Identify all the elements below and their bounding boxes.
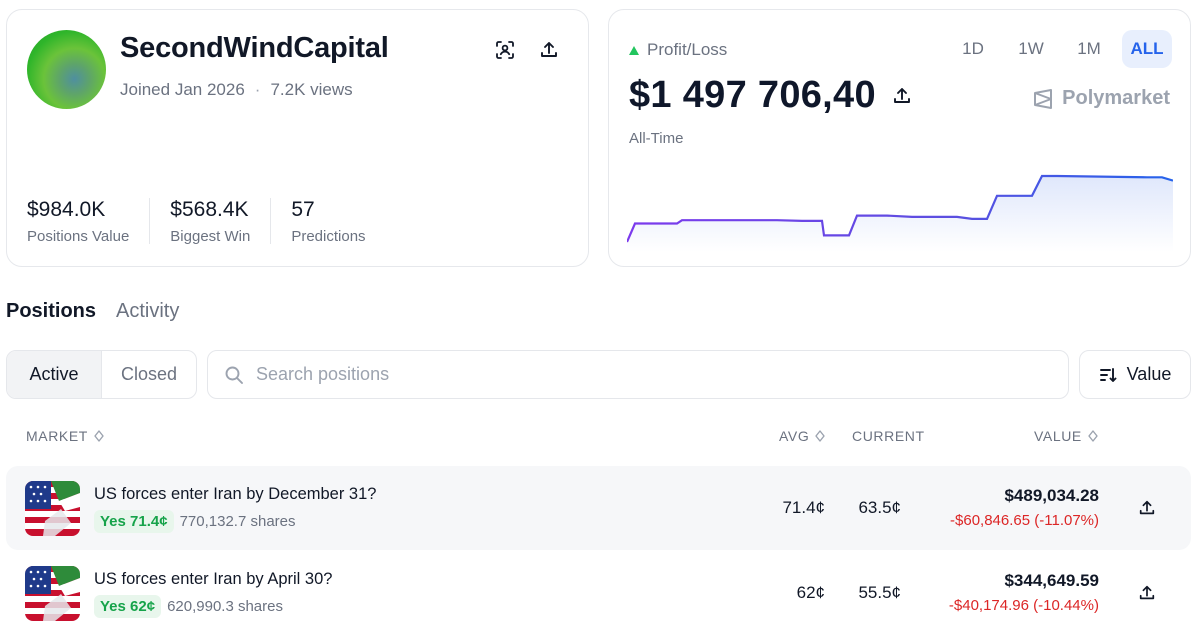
table-header: MARKET AVG CURRENT VALUE xyxy=(6,428,1191,448)
range-tab-1d[interactable]: 1D xyxy=(962,39,984,58)
pnl-chart xyxy=(627,174,1173,252)
outcome-badge: Yes 71.4¢ xyxy=(94,510,174,533)
pnl-period: All-Time xyxy=(629,130,684,147)
sort-toggle-icon xyxy=(815,430,826,442)
pnl-amount: $1 497 706,40 xyxy=(629,74,876,116)
position-details: Yes 71.4¢ 770,132.7 shares xyxy=(94,510,296,533)
market-title[interactable]: US forces enter Iran by April 30? xyxy=(94,570,333,588)
view-count: 7.2K views xyxy=(270,80,353,99)
stat-label: Predictions xyxy=(291,228,366,245)
up-triangle-icon xyxy=(629,45,639,55)
joined-date: Joined Jan 2026 xyxy=(120,80,245,99)
brand-name: Polymarket xyxy=(1062,87,1170,109)
stat-value: 57 xyxy=(291,198,315,221)
header-market[interactable]: MARKET xyxy=(26,428,105,444)
status-filter: Active Closed xyxy=(6,350,197,399)
share-icon[interactable] xyxy=(535,36,563,64)
profile-stats: $984.0K Positions Value $568.4K Biggest … xyxy=(27,198,406,245)
stat-positions-value: $984.0K Positions Value xyxy=(27,198,151,245)
stat-value: $568.4K xyxy=(170,198,249,221)
position-value: $344,649.59 xyxy=(1004,571,1099,590)
chart-line xyxy=(627,174,1173,243)
current-price: 55.5¢ xyxy=(858,583,901,602)
profile-name: SecondWindCapital xyxy=(120,32,389,64)
stat-predictions: 57 Predictions xyxy=(291,198,385,245)
scan-icon[interactable] xyxy=(491,36,519,64)
header-market-label: MARKET xyxy=(26,428,88,444)
search-input[interactable] xyxy=(256,364,1016,385)
stat-value: $984.0K xyxy=(27,198,106,221)
range-tab-1m[interactable]: 1M xyxy=(1077,39,1101,58)
us-iran-flag-icon xyxy=(25,566,80,621)
avg-price: 62¢ xyxy=(796,583,825,602)
profile-card: SecondWindCapital Joined Jan 2026 · 7.2K… xyxy=(6,9,589,267)
range-tab-all[interactable]: ALL xyxy=(1122,30,1172,68)
position-change: -$60,846.65 (-11.07%) xyxy=(950,512,1099,529)
pnl-label-text: Profit/Loss xyxy=(647,40,728,59)
share-icon[interactable] xyxy=(892,86,912,106)
search-icon xyxy=(225,366,243,384)
avatar[interactable] xyxy=(27,30,106,109)
header-value-label: VALUE xyxy=(1034,428,1082,444)
chart-area xyxy=(627,176,1173,252)
stat-label: Positions Value xyxy=(27,228,130,245)
header-current-label: CURRENT xyxy=(852,428,925,444)
section-tabs: Positions Activity xyxy=(6,300,179,323)
table-row[interactable]: US forces enter Iran by December 31? Yes… xyxy=(6,466,1191,550)
filter-active-button[interactable]: Active xyxy=(7,351,102,398)
us-iran-flag-icon xyxy=(25,481,80,536)
header-value[interactable]: VALUE xyxy=(1034,428,1099,444)
share-icon[interactable] xyxy=(1135,496,1159,520)
sort-toggle-icon xyxy=(94,430,104,442)
pnl-card: Profit/Loss $1 497 706,40 All-Time 1D 1W… xyxy=(608,9,1191,267)
sort-icon xyxy=(1099,367,1117,382)
filter-closed-button[interactable]: Closed xyxy=(120,364,178,384)
polymarket-icon xyxy=(1034,88,1053,109)
table-row[interactable]: US forces enter Iran by April 30? Yes 62… xyxy=(6,551,1191,626)
pnl-label: Profit/Loss xyxy=(629,40,727,60)
avg-price: 71.4¢ xyxy=(782,498,825,517)
position-details: Yes 62¢ 620,990.3 shares xyxy=(94,595,283,618)
header-avg[interactable]: AVG xyxy=(779,428,826,444)
brand-logo: Polymarket xyxy=(1032,87,1170,110)
search-box xyxy=(207,350,1069,399)
sort-toggle-icon xyxy=(1088,430,1098,442)
share-count: 620,990.3 shares xyxy=(167,598,283,615)
range-tabs: 1D 1W 1M ALL xyxy=(948,30,1172,68)
share-icon[interactable] xyxy=(1135,581,1159,605)
sort-button[interactable]: Value xyxy=(1079,350,1191,399)
stat-biggest-win: $568.4K Biggest Win xyxy=(170,198,272,245)
header-current: CURRENT xyxy=(852,428,925,444)
stat-label: Biggest Win xyxy=(170,228,251,245)
outcome-badge: Yes 62¢ xyxy=(94,595,162,618)
position-value: $489,034.28 xyxy=(1004,486,1099,505)
tab-positions[interactable]: Positions xyxy=(6,300,97,322)
pnl-value: $1 497 706,40 xyxy=(629,74,912,117)
meta-separator: · xyxy=(254,80,261,99)
share-count: 770,132.7 shares xyxy=(179,513,296,530)
range-tab-1w[interactable]: 1W xyxy=(1018,39,1044,58)
position-change: -$40,174.96 (-10.44%) xyxy=(948,597,1099,614)
current-price: 63.5¢ xyxy=(858,498,901,517)
header-avg-label: AVG xyxy=(779,428,810,444)
sort-label: Value xyxy=(1126,364,1172,384)
market-title[interactable]: US forces enter Iran by December 31? xyxy=(94,485,377,503)
tab-activity[interactable]: Activity xyxy=(116,300,180,322)
profile-meta: Joined Jan 2026 · 7.2K views xyxy=(120,80,353,100)
